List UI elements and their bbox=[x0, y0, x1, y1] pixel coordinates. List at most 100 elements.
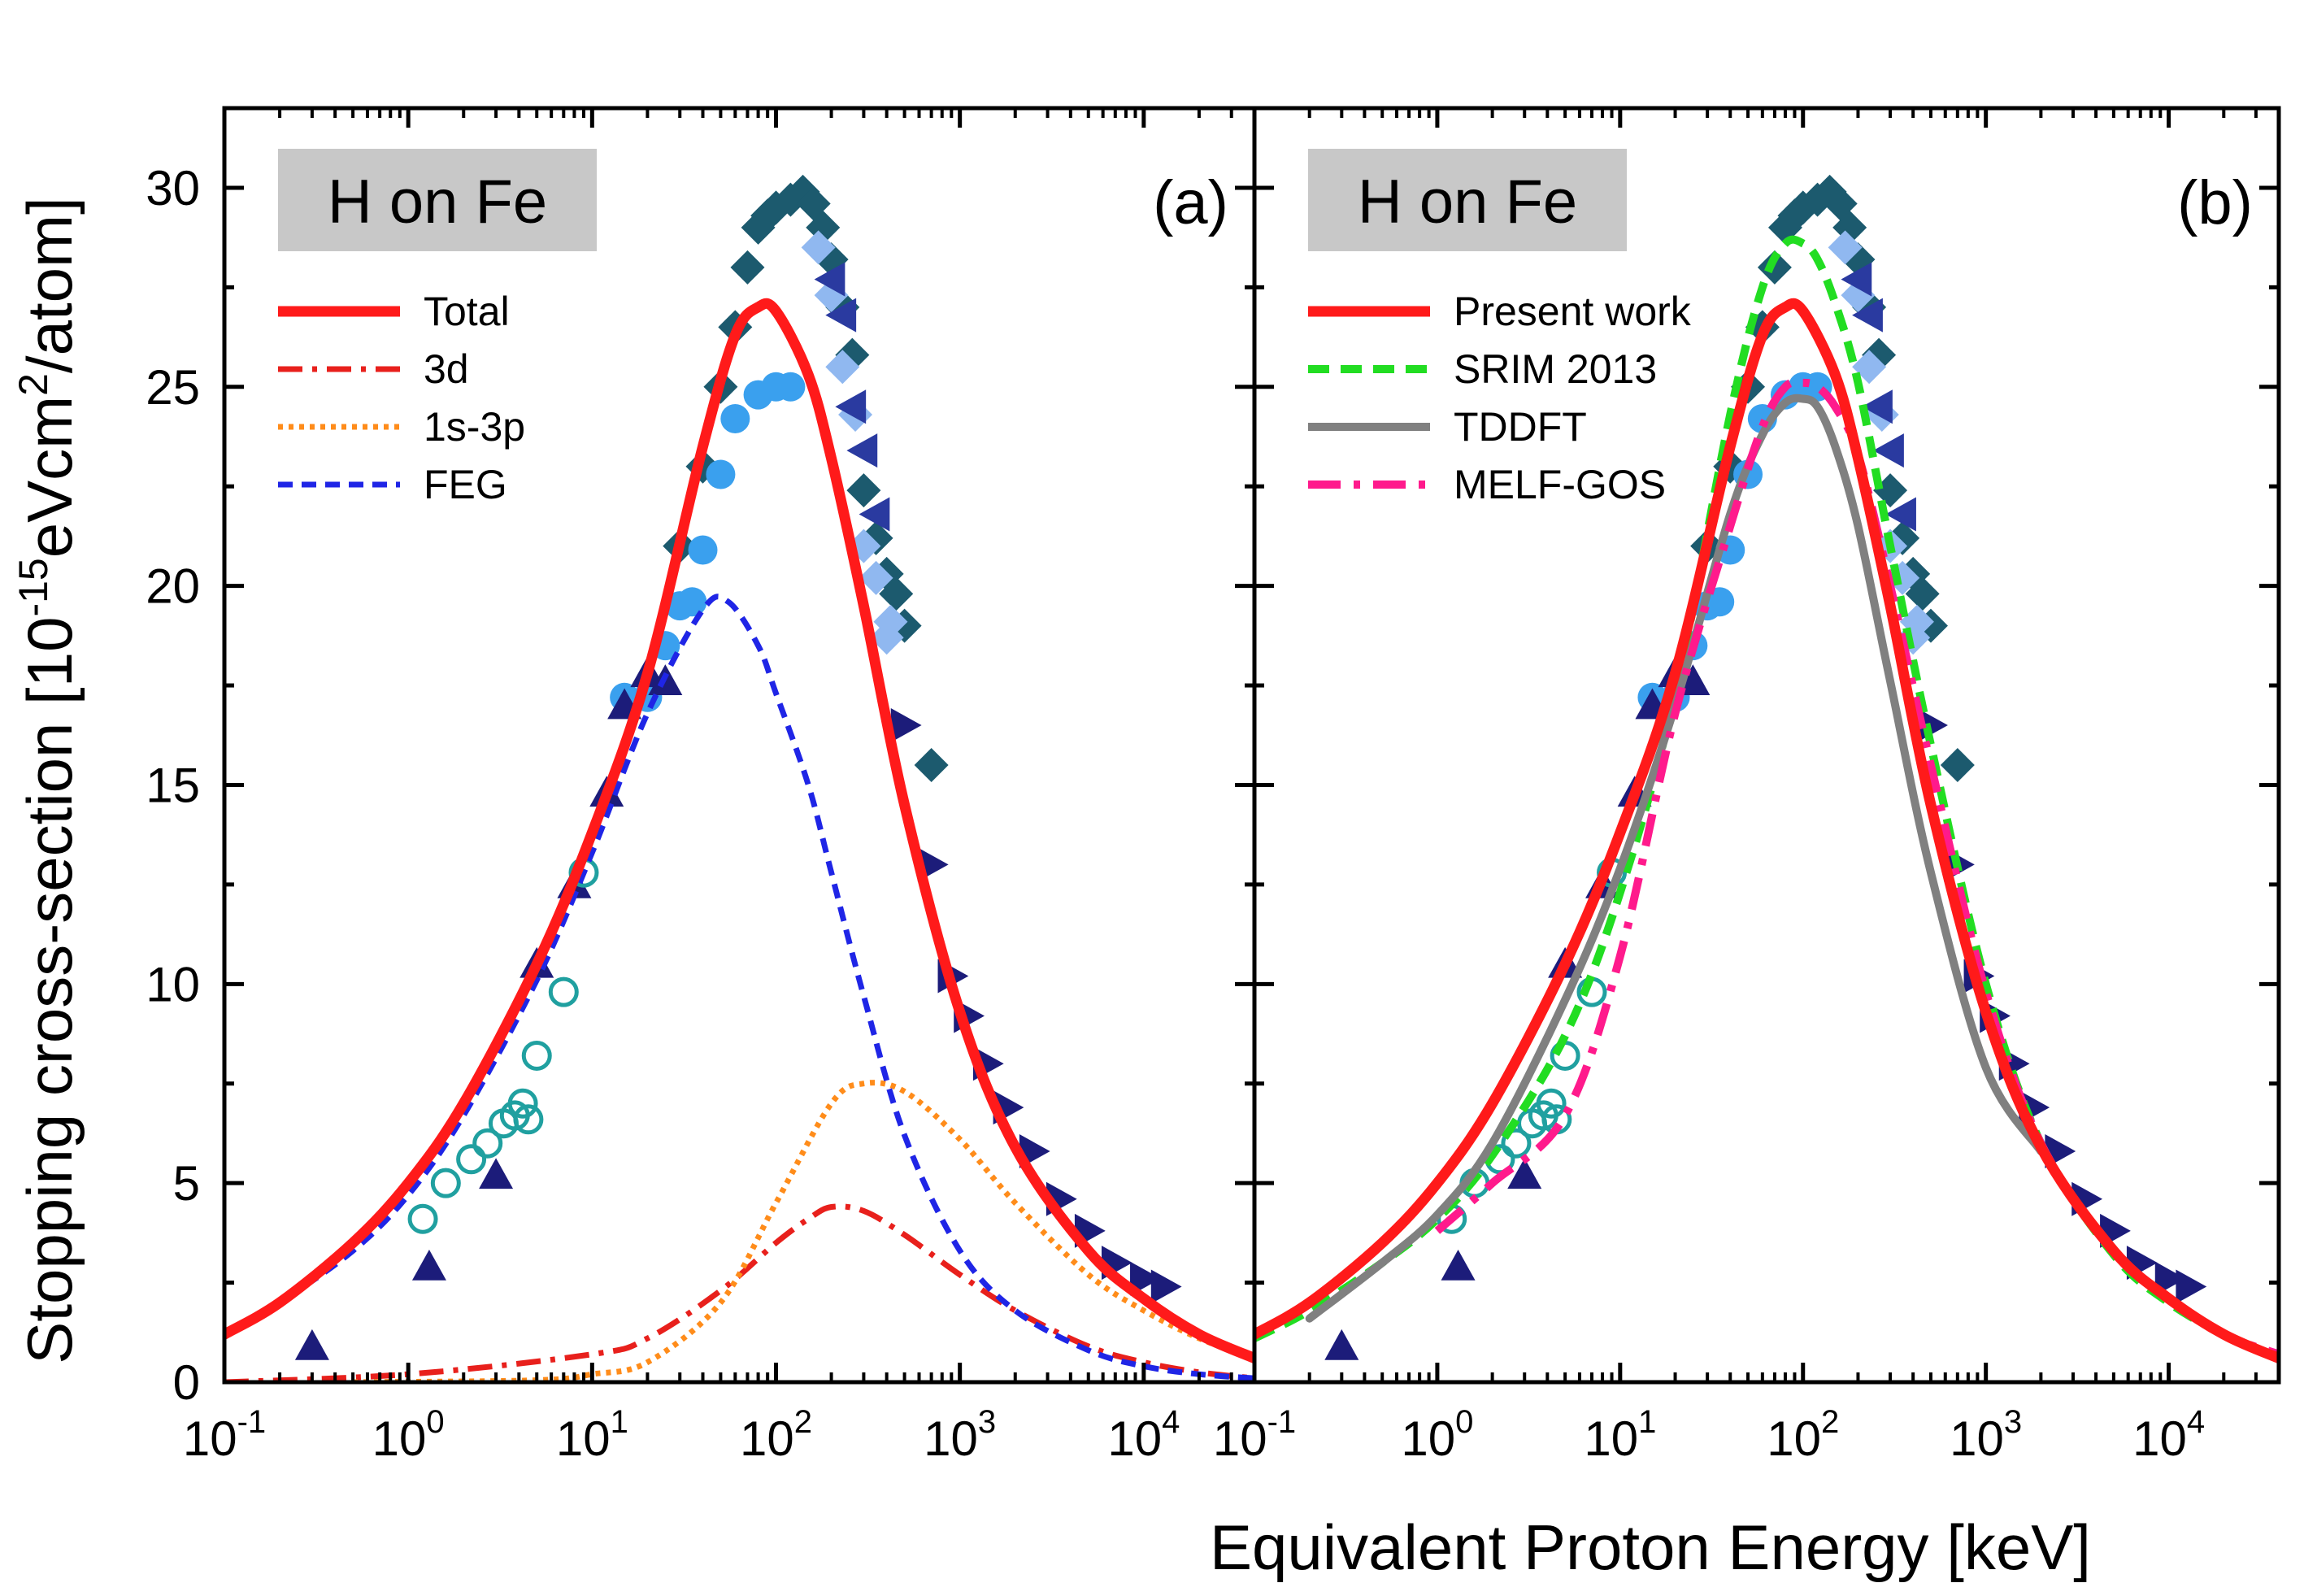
panel-a-data-point-circle-open bbox=[513, 1104, 544, 1135]
panel-a-data-point-diamond bbox=[859, 560, 893, 595]
panel-a-x-tick-label: 103 bbox=[924, 1404, 996, 1466]
panel-b-x-tick-label: 103 bbox=[1950, 1404, 2022, 1466]
panel-a-data-point-triangle-up bbox=[294, 1329, 329, 1360]
panel-b-legend-label: MELF-GOS bbox=[1454, 462, 1666, 507]
panel-b-x-tick-label: 10-1 bbox=[1213, 1404, 1296, 1466]
panel-a-data-point-diamond bbox=[801, 230, 836, 265]
panel-b-data-point-triangle-left bbox=[1852, 298, 1883, 333]
y-tick-labels: 0 5 10 15 20 25 30 bbox=[146, 161, 200, 1410]
y-tick-label: 25 bbox=[146, 360, 200, 415]
panel-b-data-point-triangle-right bbox=[2176, 1269, 2207, 1304]
panel-a-legend-label: FEG bbox=[424, 462, 507, 507]
panel-a-data-point-circle-open bbox=[407, 1203, 438, 1234]
panel-a-data-point-circle-open bbox=[507, 1088, 538, 1119]
panel-b-legend-label: Present work bbox=[1454, 289, 1692, 334]
panel-b-data-point-diamond bbox=[1757, 250, 1792, 285]
panel-a-data-point-triangle-left bbox=[846, 433, 878, 468]
y-axis-title: Stopping cross-section [10-15eVcm2/atom] bbox=[11, 197, 85, 1363]
panel-b-data-point-triangle-right bbox=[2154, 1261, 2186, 1296]
panel-b-data-point-triangle-up bbox=[1441, 1249, 1476, 1281]
panel-a-data-point-triangle-left bbox=[835, 389, 867, 424]
panel-a-x-tick-label: 100 bbox=[372, 1404, 445, 1466]
panel-a-data-point-circle bbox=[706, 459, 736, 489]
panel-a-data-point-triangle-right bbox=[1130, 1261, 1161, 1296]
panel-a-legend: Total 3d 1s-3p FEG bbox=[278, 289, 525, 507]
panel-a-ticks bbox=[222, 108, 1256, 1385]
panel-a-data-point-triangle-right bbox=[1150, 1269, 1182, 1304]
panel-a-data-point-triangle-left bbox=[825, 298, 857, 333]
panel-a-x-tick-label: 102 bbox=[740, 1404, 812, 1466]
panel-b-data-point-triangle-left bbox=[1862, 389, 1893, 424]
panel-b-data-point-diamond bbox=[1852, 350, 1887, 385]
panel-b-curve-srim-2013 bbox=[1254, 235, 2279, 1363]
panel-b-legend: Present work SRIM 2013 TDDFT MELF-GOS bbox=[1308, 289, 1692, 507]
panel-a-data-point-circle-open bbox=[472, 1128, 503, 1159]
panel-b-title: H on Fe bbox=[1358, 167, 1577, 237]
y-tick-label: 0 bbox=[173, 1355, 200, 1410]
panel-b-data-point-diamond bbox=[1940, 747, 1975, 782]
panel-a-data-point-triangle-right bbox=[890, 708, 922, 743]
panel-b-data-point-triangle-left bbox=[1841, 262, 1872, 297]
panel-a-curve-3d bbox=[224, 1203, 1254, 1382]
panel-a-curve-1s-3p bbox=[353, 1080, 1254, 1382]
panel-a-legend-label: 1s-3p bbox=[424, 404, 525, 450]
panel-a-data-point-circle-open bbox=[548, 976, 579, 1007]
panel-b-x-tick-label: 104 bbox=[2132, 1404, 2205, 1466]
panel-b-data-point-diamond bbox=[1905, 576, 1940, 611]
panel-a-curve-total bbox=[224, 298, 1254, 1364]
panel-a-data-point-diamond bbox=[914, 747, 949, 782]
panel-a-data-point-triangle-left bbox=[814, 262, 846, 297]
panel-a-data-point-diamond bbox=[846, 473, 881, 508]
panel-a-experimental-circle-open-set bbox=[407, 857, 599, 1234]
panel-b-data-point-circle-open bbox=[1536, 1088, 1567, 1119]
panel-b-data-point-triangle-left bbox=[1885, 497, 1916, 532]
panel-b-x-tick-label: 100 bbox=[1401, 1404, 1473, 1466]
panel-a-legend-label: Total bbox=[424, 289, 510, 334]
x-axis-title: Equivalent Proton Energy [keV] bbox=[1210, 1511, 2091, 1583]
panel-a-x-tick-label: 101 bbox=[556, 1404, 628, 1466]
y-axis-title-prefix: Stopping cross-section [10 bbox=[14, 617, 85, 1364]
panel-b-data-point-triangle-left bbox=[1873, 433, 1904, 468]
panel-b-data-point-diamond bbox=[1828, 230, 1863, 265]
panel-b: H on Fe (b) Present work SRIM 2013 TDDFT ME… bbox=[1252, 106, 2281, 1385]
panel-b-legend-item: Present work bbox=[1308, 289, 1692, 334]
panel-a-x-tick-label: 104 bbox=[1107, 1404, 1180, 1466]
panel-b-x-tick-label: 102 bbox=[1767, 1404, 1839, 1466]
panel-a-data-point-circle bbox=[776, 372, 806, 402]
panel-a-experimental-triangle-left-set bbox=[814, 262, 890, 532]
panel-a-plot-area bbox=[224, 174, 1254, 1382]
panel-a-experimental-circle-set bbox=[610, 372, 806, 712]
panel-a-data-point-triangle-left bbox=[859, 497, 890, 532]
panel-a-legend-item: FEG bbox=[278, 462, 507, 507]
panel-b-experimental-triangle-left-set bbox=[1841, 262, 1916, 532]
panel-b-title-box bbox=[1308, 149, 1627, 251]
panel-a-title: H on Fe bbox=[328, 167, 547, 237]
y-axis-title-unit: eVcm bbox=[14, 396, 85, 558]
panel-a-data-point-circle-open bbox=[430, 1168, 461, 1198]
panel-b-curve-present-work bbox=[1254, 298, 2279, 1364]
y-tick-label: 30 bbox=[146, 161, 200, 215]
panel-a-data-point-circle bbox=[688, 535, 718, 565]
panel-a-data-point-diamond bbox=[873, 604, 908, 639]
panel-a-legend-label: 3d bbox=[424, 346, 469, 392]
y-axis-title-suffix: /atom] bbox=[14, 197, 85, 373]
panel-b-curve-tddft bbox=[1305, 394, 2045, 1323]
panel-a-data-point-diamond bbox=[825, 350, 860, 385]
panel-a-data-point-triangle-up bbox=[479, 1158, 514, 1189]
panel-a-curve-feg bbox=[224, 594, 1254, 1381]
panel-a-title-box bbox=[278, 149, 597, 251]
y-axis-title-exponent-1: -15 bbox=[11, 558, 56, 616]
panel-b-data-point-triangle-up bbox=[1507, 1158, 1542, 1189]
panel-b-frame bbox=[1252, 106, 2281, 1385]
panel-b-plot-area bbox=[1254, 174, 2279, 1364]
panel-b-legend-item: TDDFT bbox=[1308, 404, 1587, 450]
panel-b-data-point-triangle-up bbox=[1324, 1329, 1359, 1360]
panel-b-x-tick-label: 101 bbox=[1584, 1404, 1656, 1466]
x-tick-labels: 10-1 100 101 102 103 104 10-1 100 101 102 103 104 bbox=[183, 1404, 2205, 1466]
panel-a-data-point-diamond bbox=[730, 250, 765, 285]
panel-b-legend-item: MELF-GOS bbox=[1308, 462, 1666, 507]
panel-b-label: (b) bbox=[2177, 168, 2253, 237]
y-tick-label: 5 bbox=[173, 1156, 200, 1211]
